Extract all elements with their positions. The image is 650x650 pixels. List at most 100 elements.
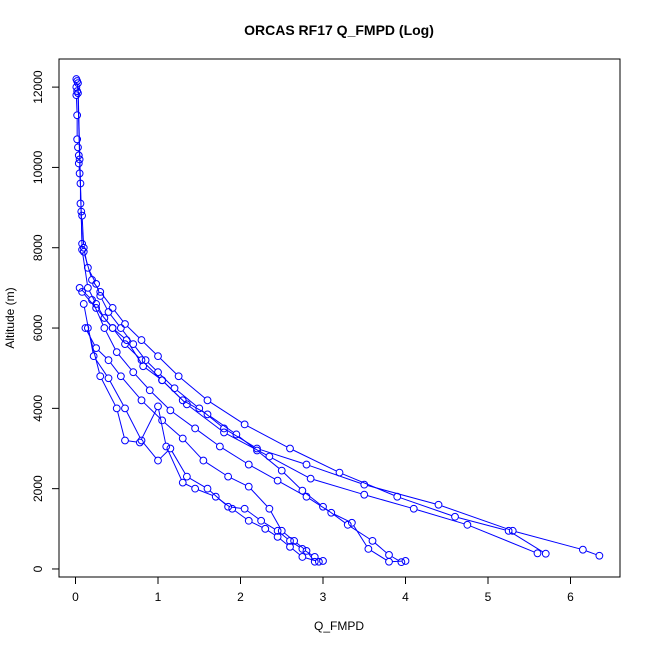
data-point: [96, 287, 105, 296]
data-point: [298, 486, 307, 495]
data-point: [203, 484, 212, 493]
x-axis-label: Q_FMPD: [314, 619, 364, 633]
series-segment: [441, 505, 510, 531]
data-point: [261, 524, 270, 533]
series-segment: [231, 506, 242, 509]
series-segment: [143, 342, 156, 355]
data-point: [393, 492, 402, 501]
data-point: [73, 111, 82, 120]
series-segment: [172, 411, 193, 427]
data-point: [302, 460, 311, 469]
data-point: [277, 466, 286, 475]
data-point: [154, 352, 162, 361]
data-point: [463, 520, 472, 529]
series-segment: [189, 477, 205, 488]
y-tick-label: 6000: [31, 314, 45, 341]
y-axis-label: Altitude (m): [3, 287, 17, 348]
series-segment: [292, 449, 337, 472]
data-point: [166, 406, 175, 415]
data-point: [74, 79, 82, 87]
series-segment: [325, 508, 346, 524]
data-point: [78, 245, 86, 254]
series-segment: [109, 380, 124, 406]
series-segment: [308, 553, 314, 560]
series-segment: [134, 346, 144, 358]
series-segment: [234, 510, 247, 520]
series-segment: [416, 509, 465, 525]
data-point: [191, 484, 200, 493]
series-segment: [135, 374, 148, 389]
x-tick-label: 4: [402, 590, 409, 604]
series-segment: [126, 411, 141, 438]
series-segment: [86, 330, 95, 346]
series-segment: [222, 447, 247, 464]
series-segment: [92, 302, 104, 326]
data-point: [257, 516, 266, 525]
series-segment: [105, 330, 116, 350]
series-segment: [210, 401, 243, 423]
series-segment: [81, 289, 90, 298]
data-point: [137, 436, 146, 445]
series-segment: [160, 450, 169, 459]
data-point: [228, 504, 237, 513]
series-segment: [350, 526, 370, 540]
data-point: [145, 386, 154, 395]
x-axis: 0 1 2 3 4 5 6: [72, 577, 574, 604]
data-point: [104, 374, 113, 383]
data-point: [191, 424, 200, 433]
data-point: [121, 436, 129, 445]
data-point: [108, 304, 117, 312]
data-point: [121, 404, 129, 413]
data-point: [78, 211, 86, 220]
series-segment: [122, 378, 140, 399]
data-point: [199, 456, 208, 465]
data-point: [100, 324, 109, 332]
series-segment: [309, 465, 362, 484]
data-point: [220, 428, 228, 437]
data-point: [89, 352, 98, 361]
data-point: [137, 396, 146, 405]
x-tick-label: 3: [320, 590, 327, 604]
series-segment: [238, 436, 255, 449]
x-tick-label: 6: [567, 590, 574, 604]
y-tick-label: 0: [31, 565, 45, 572]
series-segment: [189, 405, 222, 431]
data-point: [135, 438, 144, 447]
series-segment: [201, 410, 222, 427]
series-segment: [164, 382, 181, 399]
series-segment: [151, 392, 169, 409]
series-segment: [205, 461, 226, 476]
series-segment: [247, 425, 288, 448]
series-segment: [226, 429, 255, 448]
data-point: [121, 320, 129, 328]
data-point: [302, 546, 311, 555]
series-segment: [270, 511, 281, 529]
data-point: [104, 356, 113, 365]
data-point: [88, 275, 96, 284]
data-point: [244, 482, 253, 491]
data-point: [286, 444, 294, 453]
series-8: [81, 324, 319, 566]
data-point: [310, 557, 319, 566]
series-segment: [197, 430, 218, 445]
data-point: [215, 442, 224, 451]
data-point: [343, 520, 352, 529]
series-segment: [97, 310, 111, 326]
series-segment: [143, 402, 161, 419]
data-point: [75, 283, 84, 292]
data-point: [240, 504, 249, 513]
series-segment: [247, 510, 259, 520]
series-segment: [128, 440, 137, 443]
y-tick-label: 10000: [31, 150, 45, 184]
data-point: [273, 476, 282, 485]
series-segment: [250, 488, 268, 507]
series-segment: [114, 329, 125, 339]
series-group: [72, 75, 604, 567]
data-point: [290, 536, 299, 545]
series-segment: [585, 550, 597, 556]
data-point: [81, 324, 90, 332]
data-point: [100, 314, 109, 322]
data-point: [508, 526, 517, 535]
data-point: [385, 557, 393, 566]
series-segment: [292, 542, 300, 548]
